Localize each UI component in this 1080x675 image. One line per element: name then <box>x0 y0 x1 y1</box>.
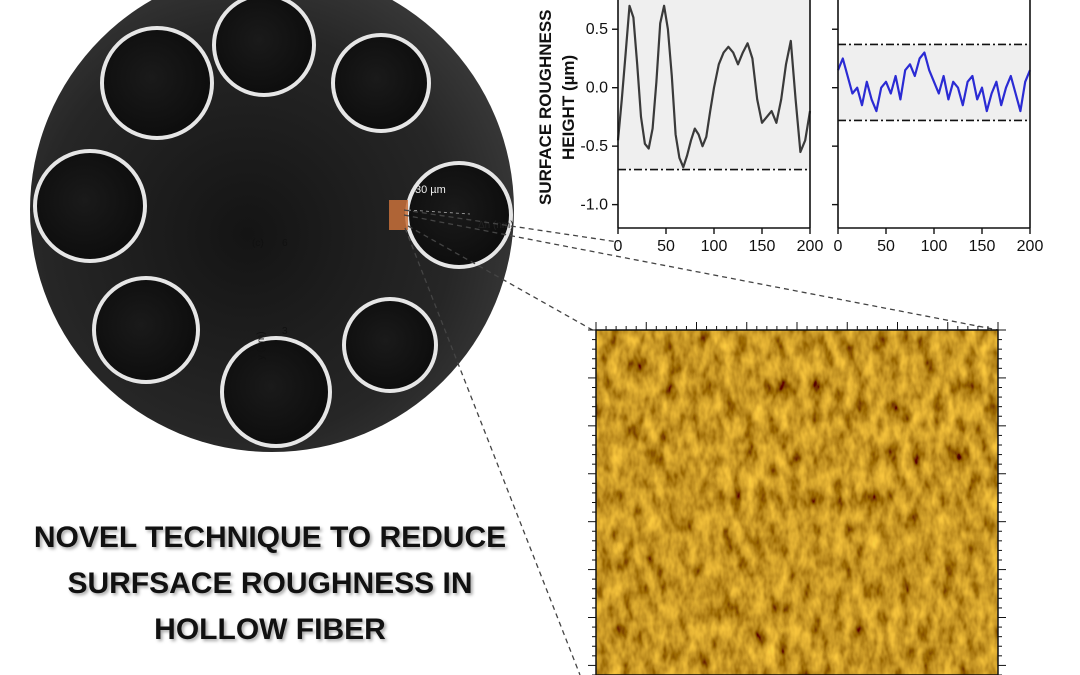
series-line <box>836 51 1032 113</box>
x-tick-label: 50 <box>877 238 895 255</box>
channel-hole <box>100 26 214 140</box>
headline: NOVEL TECHNIQUE TO REDUCE SURFSACE ROUGH… <box>10 515 530 653</box>
inset-y-tick: 0 <box>282 426 288 437</box>
x-tick-label: 200 <box>797 238 824 255</box>
axes: 0 50 100 150 200 <box>832 0 1043 255</box>
fiber-cross-section: 30 µm Δh (nm) (c) 6 3 0 y (µm) <box>30 0 514 452</box>
headline-line-1: NOVEL TECHNIQUE TO REDUCE <box>33 521 507 554</box>
y-axis-title-line2: HEIGHT (µm) <box>559 55 578 160</box>
channel-hole <box>331 33 431 133</box>
afm-tick-marks <box>588 322 1006 675</box>
y-tick-label: -1.0 <box>580 197 608 214</box>
inset-panel-label: (c) <box>252 238 264 249</box>
y-tick-label: 0.0 <box>586 80 608 97</box>
x-tick-label: 150 <box>749 238 776 255</box>
channel-hole <box>220 336 332 448</box>
scale-label: 30 µm <box>415 184 446 196</box>
x-tick-label: 50 <box>657 238 675 255</box>
afm-texture <box>596 330 998 675</box>
roi-marker <box>389 200 408 230</box>
roughness-chart-before: 0 50 100 150 200 0.5 0.0 -0.5 -1.0 SURFACE ROUGH… <box>536 0 823 255</box>
connector-line <box>404 227 581 675</box>
afm-surface-map <box>588 322 1006 675</box>
y-axis-title-line1: SURFACE ROUGHNESS <box>536 9 555 205</box>
headline-line-2: SURFSACE ROUGHNESS IN <box>67 567 473 600</box>
roughness-series <box>616 4 812 169</box>
x-tick-label: 150 <box>969 238 996 255</box>
x-tick-label: 0 <box>834 238 843 255</box>
inset-z-label: Δh (nm) <box>478 220 514 231</box>
headline-line-3: HOLLOW FIBER <box>154 613 386 646</box>
channel-hole <box>405 161 513 269</box>
inset-y-tick: 6 <box>282 238 288 249</box>
inset-y-axis-label: y (µm) <box>256 331 267 360</box>
y-tick-label: 0.5 <box>586 21 608 38</box>
axes: 0 50 100 150 200 0.5 0.0 -0.5 -1.0 <box>580 0 823 255</box>
connector-line <box>403 209 619 243</box>
x-tick-label: 100 <box>921 238 948 255</box>
connector-line <box>403 214 999 331</box>
scale-bar-line <box>407 209 471 215</box>
x-tick-label: 100 <box>701 238 728 255</box>
x-tick-label: 0 <box>614 238 623 255</box>
roughness-chart-after: 0 50 100 150 200 <box>832 0 1043 255</box>
x-tick-label: 200 <box>1017 238 1044 255</box>
channel-hole <box>33 149 147 263</box>
roughness-series <box>836 51 1032 113</box>
series-line <box>616 4 812 169</box>
inset-y-tick: 3 <box>282 326 288 337</box>
channel-hole <box>92 276 200 384</box>
channel-hole <box>342 297 438 393</box>
channel-hole <box>212 0 316 97</box>
zoom-connectors <box>403 209 999 675</box>
y-tick-label: -0.5 <box>580 138 608 155</box>
hollow-channels <box>33 0 513 448</box>
